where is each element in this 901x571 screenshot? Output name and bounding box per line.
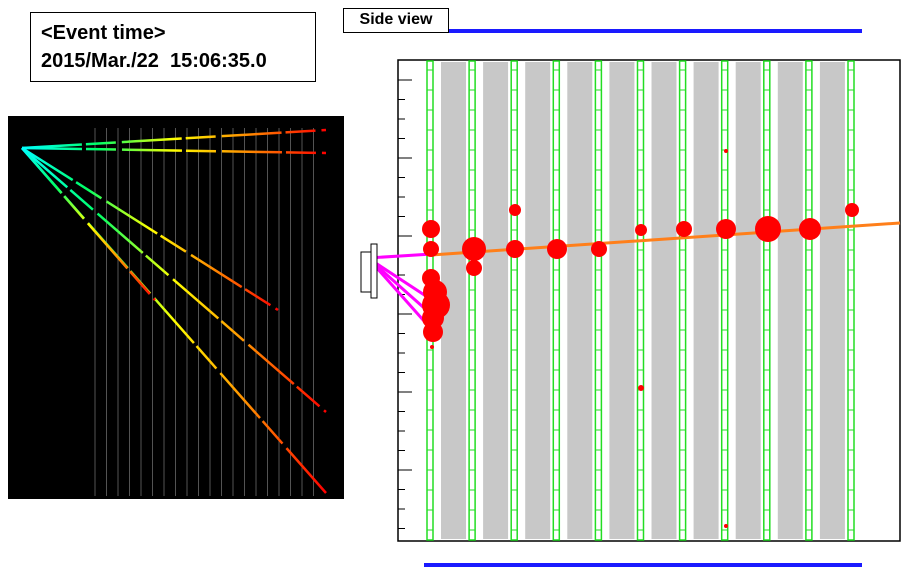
hit: [676, 221, 692, 237]
hit: [591, 241, 607, 257]
iron-plate: [525, 62, 550, 539]
hit: [430, 345, 434, 349]
hit: [724, 524, 728, 528]
side-view-detector: [368, 61, 900, 540]
hit: [799, 218, 821, 240]
iron-plate: [778, 62, 803, 539]
hit: [506, 240, 524, 258]
hit: [724, 149, 728, 153]
hit: [462, 237, 486, 261]
display-graphics: [0, 0, 901, 571]
event-time-label: <Event time>: [41, 19, 315, 47]
hit: [422, 220, 440, 238]
hit: [716, 219, 736, 239]
target-holder: [371, 244, 377, 298]
iron-plate: [609, 62, 634, 539]
hit: [845, 203, 859, 217]
hit: [547, 239, 567, 259]
iron-plate: [820, 62, 845, 539]
side-view-label: Side view: [343, 8, 449, 33]
iron-plate: [694, 62, 719, 539]
iron-plate: [652, 62, 677, 539]
top-view-panel: [8, 116, 344, 499]
hit: [423, 322, 443, 342]
hit: [466, 260, 482, 276]
hit: [635, 224, 647, 236]
iron-plate: [736, 62, 761, 539]
hit: [755, 216, 781, 242]
hit: [638, 385, 644, 391]
hit: [423, 241, 439, 257]
event-display: <Event time>2015/Mar./22 15:06:35.0 Side…: [0, 0, 901, 571]
hit: [509, 204, 521, 216]
event-timestamp: 2015/Mar./22 15:06:35.0: [41, 47, 315, 75]
iron-plate: [567, 62, 592, 539]
event-time-box: <Event time>2015/Mar./22 15:06:35.0: [30, 12, 316, 82]
iron-plate: [483, 62, 508, 539]
